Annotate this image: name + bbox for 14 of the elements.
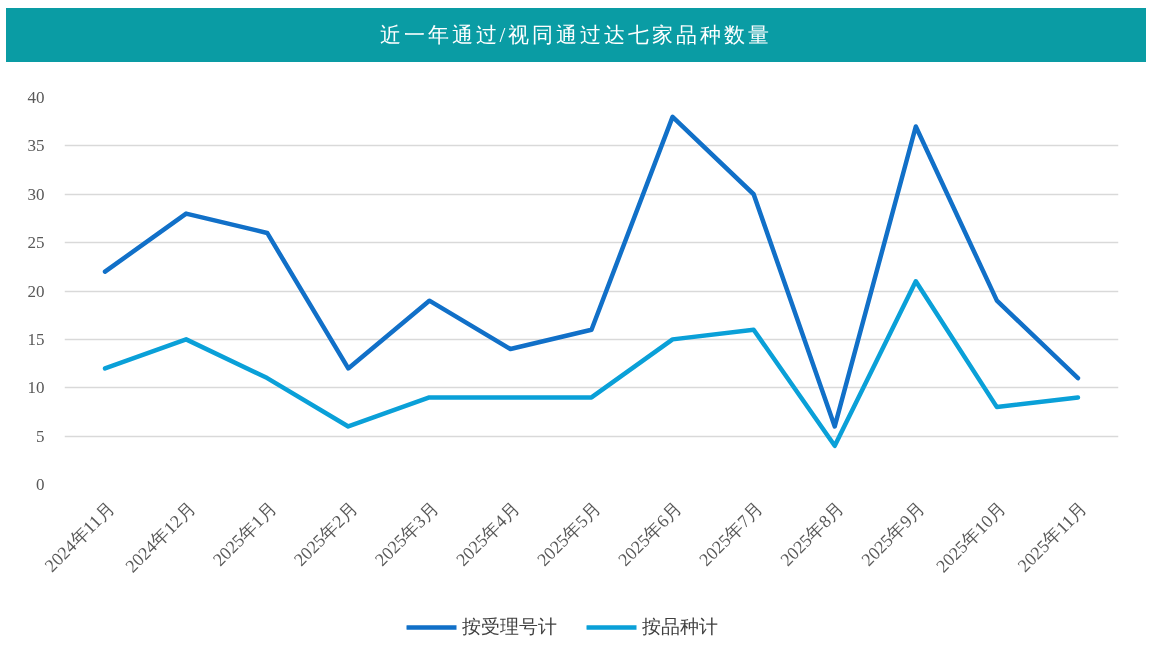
y-tick-label: 5 (36, 426, 45, 446)
y-tick-label: 10 (27, 378, 45, 398)
y-tick-label: 0 (36, 475, 45, 494)
y-tick-label: 30 (27, 184, 45, 204)
legend-label: 按受理号计 (461, 615, 557, 639)
y-tick-label: 35 (27, 136, 45, 156)
y-tick-label: 15 (27, 329, 45, 349)
y-tick-label: 40 (27, 88, 45, 107)
line-series (102, 279, 1081, 449)
y-tick-label: 25 (27, 233, 45, 253)
chart-title: 近一年通过/视同通过达七家品种数量 (379, 22, 773, 49)
line-series (102, 114, 1081, 429)
legend-label: 按品种计 (641, 615, 718, 639)
y-tick-label: 20 (27, 281, 45, 301)
